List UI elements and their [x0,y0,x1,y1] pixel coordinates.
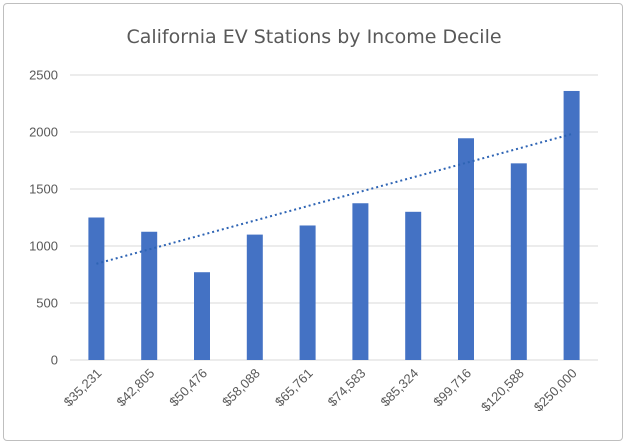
bar [352,203,369,360]
bar [194,272,210,360]
x-tick-label: $120,588 [478,366,527,415]
gridlines [70,74,598,361]
y-tick-label: 0 [51,353,58,368]
trendline [96,133,572,265]
x-tick-label: $50,476 [166,366,210,410]
bar [88,217,105,360]
x-tick-label: $250,000 [531,366,580,415]
x-tick-label: $85,324 [377,366,421,410]
x-tick-label: $74,583 [325,366,369,410]
y-axis-tick-labels: 0 500 1000 1500 2000 2500 [29,68,58,368]
bar [141,231,158,360]
bars [88,90,580,361]
bar [405,211,422,360]
x-axis-tick-labels: $35,231 $42,805 $50,476 $58,088 $65,761 $74,5… [61,366,580,415]
trendline-group [96,133,572,265]
chart-title: California EV Stations by Income Decile [126,26,502,48]
y-tick-label: 1000 [29,239,58,254]
x-tick-label: $42,805 [113,366,157,410]
y-tick-label: 2000 [29,125,58,140]
x-tick-label: $58,088 [219,366,263,410]
x-tick-label: $99,716 [430,366,474,410]
bar [246,234,263,360]
bar [299,225,316,360]
bar [510,163,527,360]
y-tick-label: 1500 [29,182,58,197]
x-tick-label: $35,231 [61,366,105,410]
x-tick-label: $65,761 [272,366,316,410]
bar [458,138,474,360]
y-tick-label: 2500 [29,68,58,83]
bar [563,90,580,361]
y-tick-label: 500 [36,296,58,311]
